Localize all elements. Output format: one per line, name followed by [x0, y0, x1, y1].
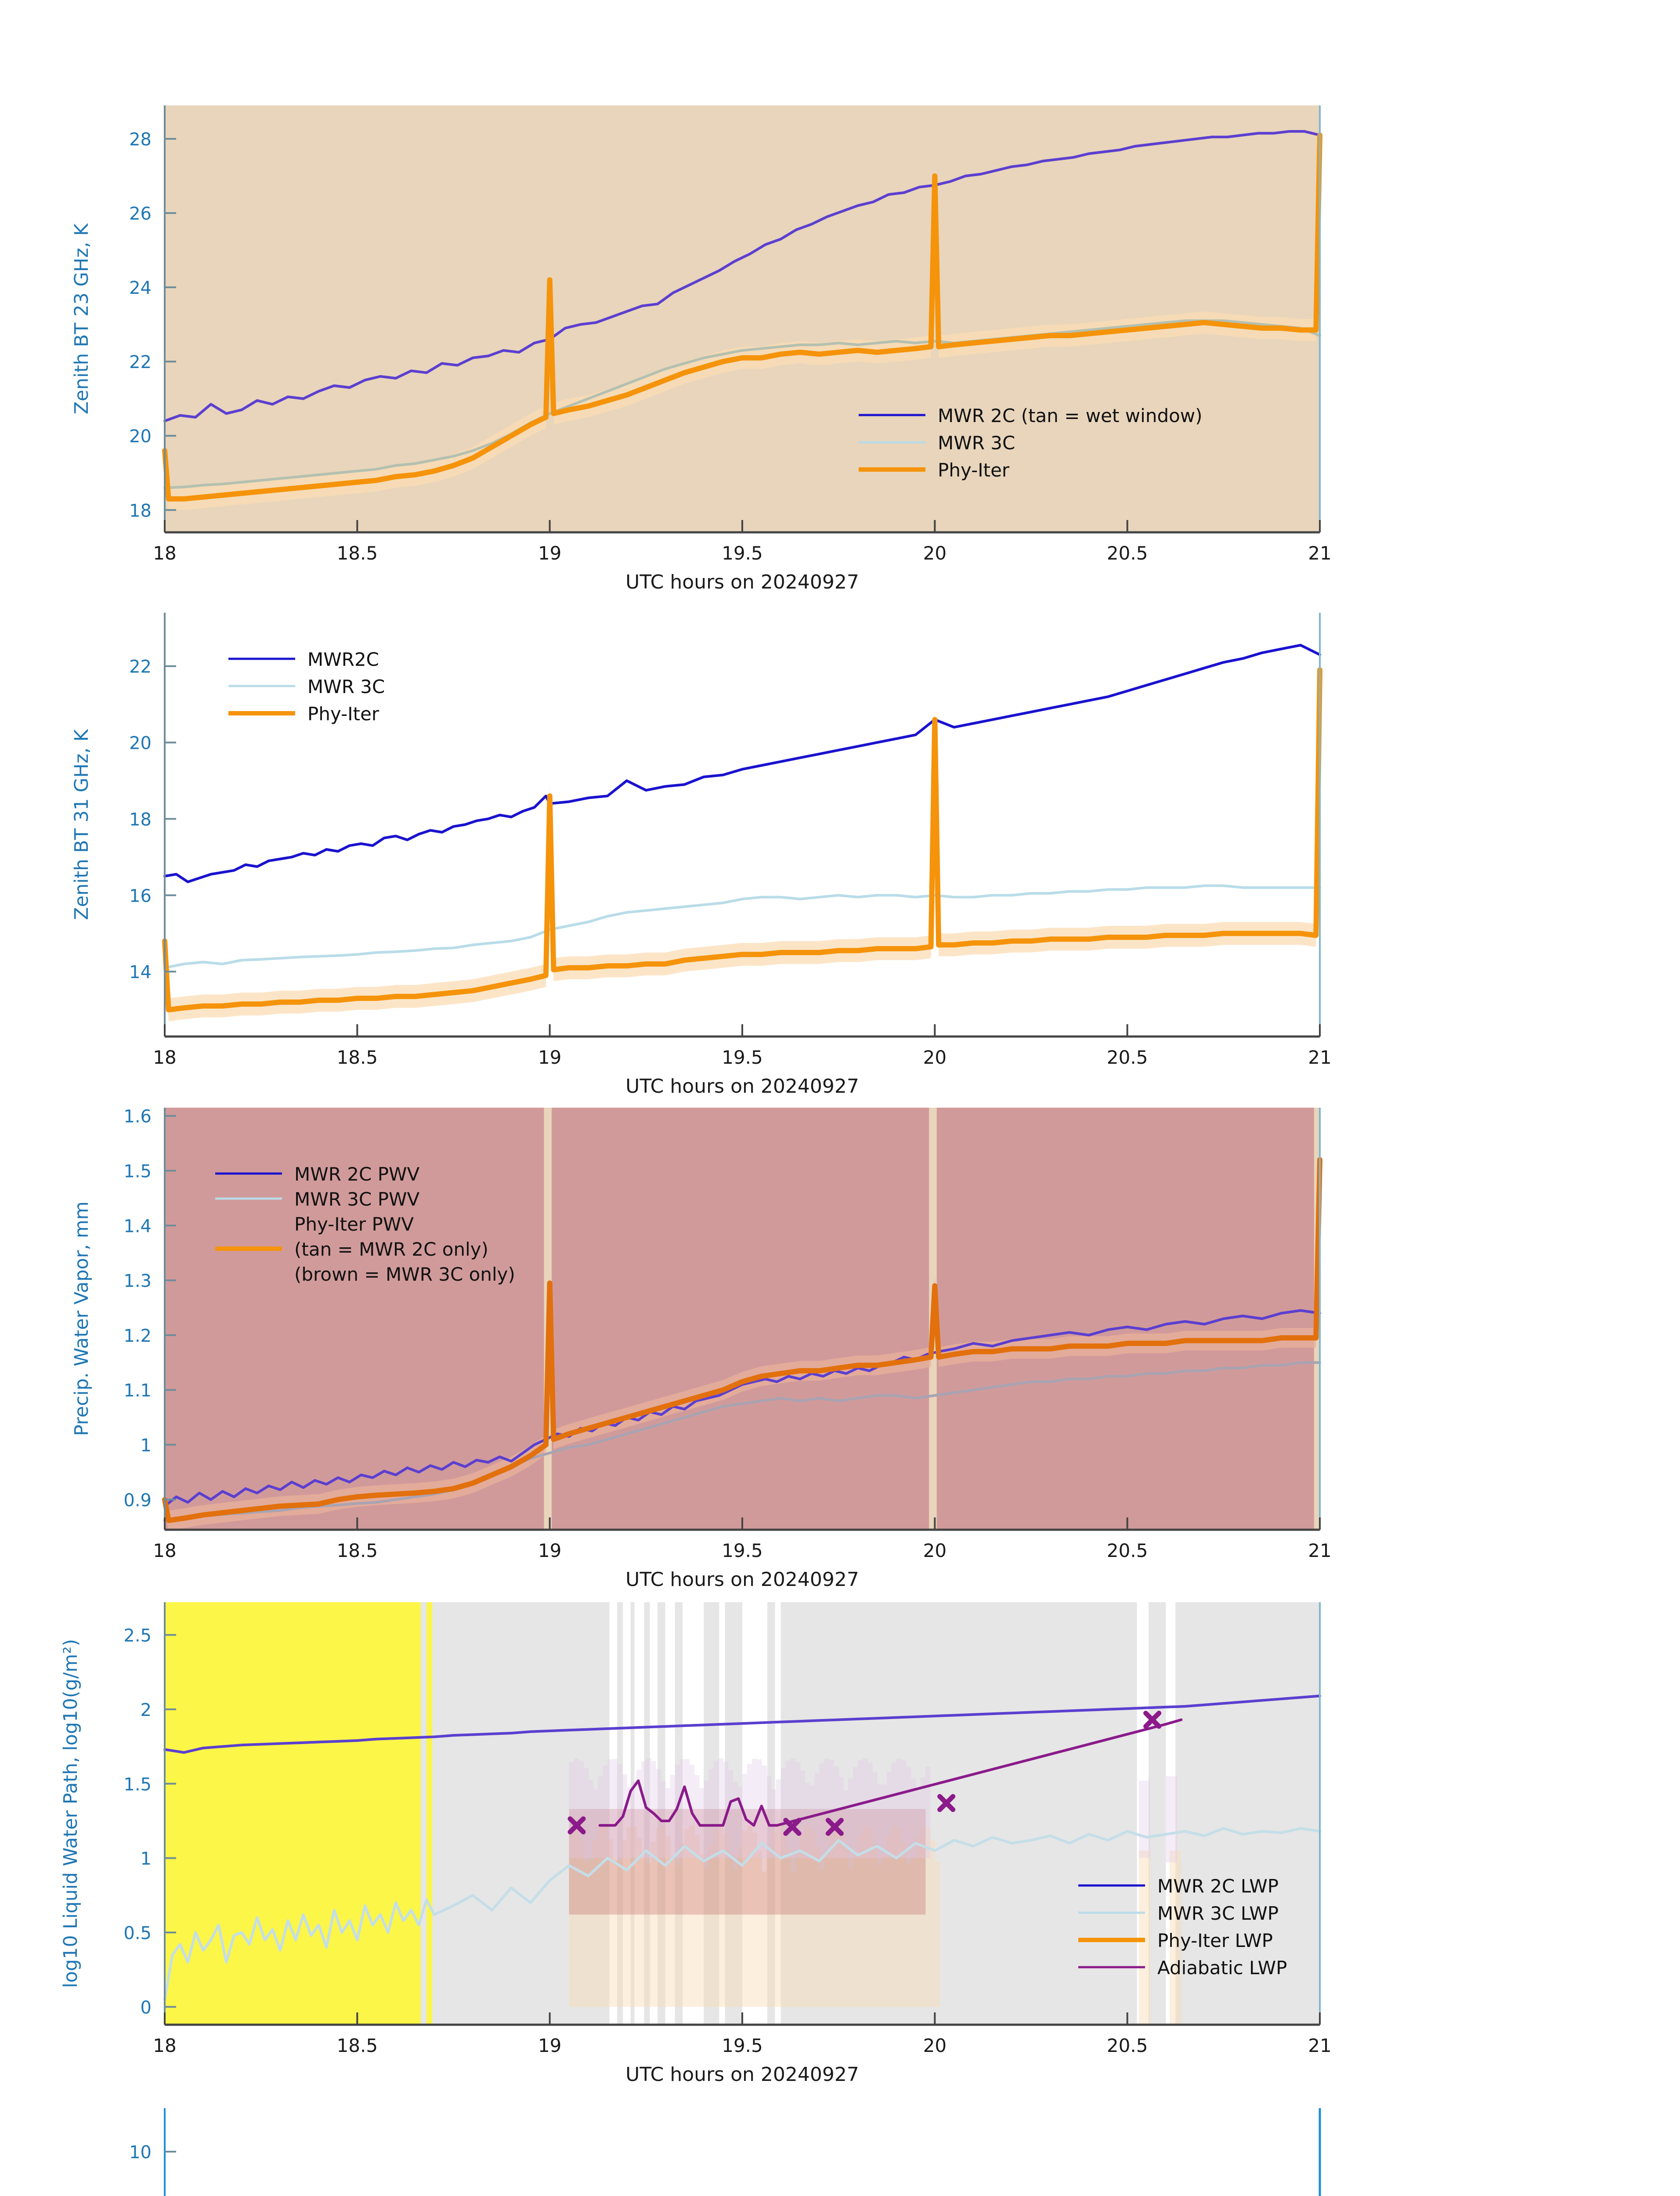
y-tick-label: 2.5 [123, 1626, 152, 1646]
y-tick-label: 1.4 [123, 1216, 152, 1236]
x-tick-label: 19.5 [722, 1047, 763, 1068]
y-tick-label: 1.2 [123, 1326, 152, 1346]
y-tick-label: 2 [141, 1700, 152, 1720]
y-tick-label: 1.1 [123, 1381, 152, 1401]
x-tick-label: 20.5 [1107, 1047, 1148, 1068]
x-tick-label: 19 [538, 1047, 561, 1068]
y-tick-label: 18 [129, 501, 152, 521]
x-tick-label: 18 [153, 1047, 176, 1068]
x-tick-label: 20 [923, 2035, 947, 2056]
x-tick-label: 20 [923, 542, 947, 564]
x-tick-label: 20.5 [1107, 1540, 1148, 1561]
legend-label: MWR 3C [938, 432, 1015, 454]
legend-label: MWR 2C PWV [294, 1163, 420, 1185]
y-tick-label: 1 [141, 1849, 152, 1869]
y-tick-label: 22 [129, 352, 152, 372]
x-tick-label: 19 [538, 1540, 561, 1561]
legend-label: Adiabatic LWP [1157, 1957, 1287, 1979]
x-tick-label: 18.5 [337, 2035, 378, 2056]
x-axis-title: UTC hours on 20240927 [625, 2063, 859, 2086]
x-tick-label: 19 [538, 542, 561, 564]
x-tick-label: 19.5 [722, 542, 763, 564]
x-tick-label: 19.5 [722, 2035, 763, 2056]
legend-label: Phy-Iter [938, 459, 1010, 481]
x-tick-label: 21 [1308, 542, 1331, 564]
x-tick-label: 18 [153, 542, 176, 564]
x-tick-label: 20.5 [1107, 2035, 1148, 2056]
legend-label: MWR 3C LWP [1157, 1903, 1279, 1924]
y-axis-title: log10 Liquid Water Path, log10(g/m²) [60, 1639, 82, 1988]
x-axis-title: UTC hours on 20240927 [625, 1568, 859, 1591]
y-tick-label: 1.6 [123, 1107, 152, 1127]
x-tick-label: 18 [153, 2035, 176, 2056]
y-tick-label: 1.3 [123, 1271, 152, 1291]
x-tick-label: 21 [1308, 2035, 1331, 2056]
y-tick-label: 24 [129, 278, 152, 298]
legend-label: MWR2C [307, 649, 379, 670]
legend-label: (tan = MWR 2C only) [294, 1239, 488, 1260]
y-tick-label: 0.9 [123, 1490, 152, 1510]
x-tick-label: 20 [923, 1540, 947, 1561]
x-tick-label: 18.5 [337, 542, 378, 564]
y-tick-label: 28 [129, 130, 152, 150]
y-tick-label: 20 [129, 733, 152, 754]
y-tick-label: 16 [129, 886, 152, 906]
x-axis-title: UTC hours on 20240927 [625, 1075, 859, 1098]
x-tick-label: 20 [923, 1047, 947, 1068]
y-tick-label: 0.5 [123, 1923, 152, 1943]
y-tick-label: 1.5 [123, 1774, 152, 1795]
y-axis-title: Zenith BT 31 GHz, K [71, 728, 93, 920]
y-tick-label: 0 [141, 1997, 152, 2018]
y-tick-label: 10 [129, 2142, 152, 2163]
x-tick-label: 20.5 [1107, 542, 1148, 564]
y-tick-label: 1.5 [123, 1162, 152, 1182]
x-axis-title: UTC hours on 20240927 [625, 571, 859, 593]
y-tick-label: 1 [141, 1436, 152, 1456]
y-tick-label: 18 [129, 809, 152, 830]
x-tick-label: 18.5 [337, 1540, 378, 1561]
y-tick-label: 20 [129, 426, 152, 447]
y-axis-title: Precip. Water Vapor, mm [71, 1201, 93, 1436]
legend-label: (brown = MWR 3C only) [294, 1264, 515, 1285]
legend-label: Phy-Iter LWP [1157, 1930, 1273, 1951]
x-tick-label: 19.5 [722, 1540, 763, 1561]
x-tick-label: 21 [1308, 1540, 1331, 1561]
y-tick-label: 26 [129, 204, 152, 224]
legend-label: MWR 2C LWP [1157, 1875, 1279, 1897]
y-axis-title: Zenith BT 23 GHz, K [71, 223, 93, 414]
legend-label: MWR 2C (tan = wet window) [938, 405, 1203, 426]
legend-label: Phy-Iter PWV [294, 1214, 414, 1235]
y-tick-label: 22 [129, 657, 152, 677]
legend-label: MWR 3C [307, 676, 385, 697]
x-tick-label: 18 [153, 1540, 176, 1561]
y-tick-label: 14 [129, 962, 152, 982]
x-tick-label: 19 [538, 2035, 561, 2056]
legend-label: MWR 3C PWV [294, 1188, 420, 1210]
x-tick-label: 18.5 [337, 1047, 378, 1068]
x-tick-label: 21 [1308, 1047, 1331, 1068]
legend-label: Phy-Iter [307, 703, 379, 725]
